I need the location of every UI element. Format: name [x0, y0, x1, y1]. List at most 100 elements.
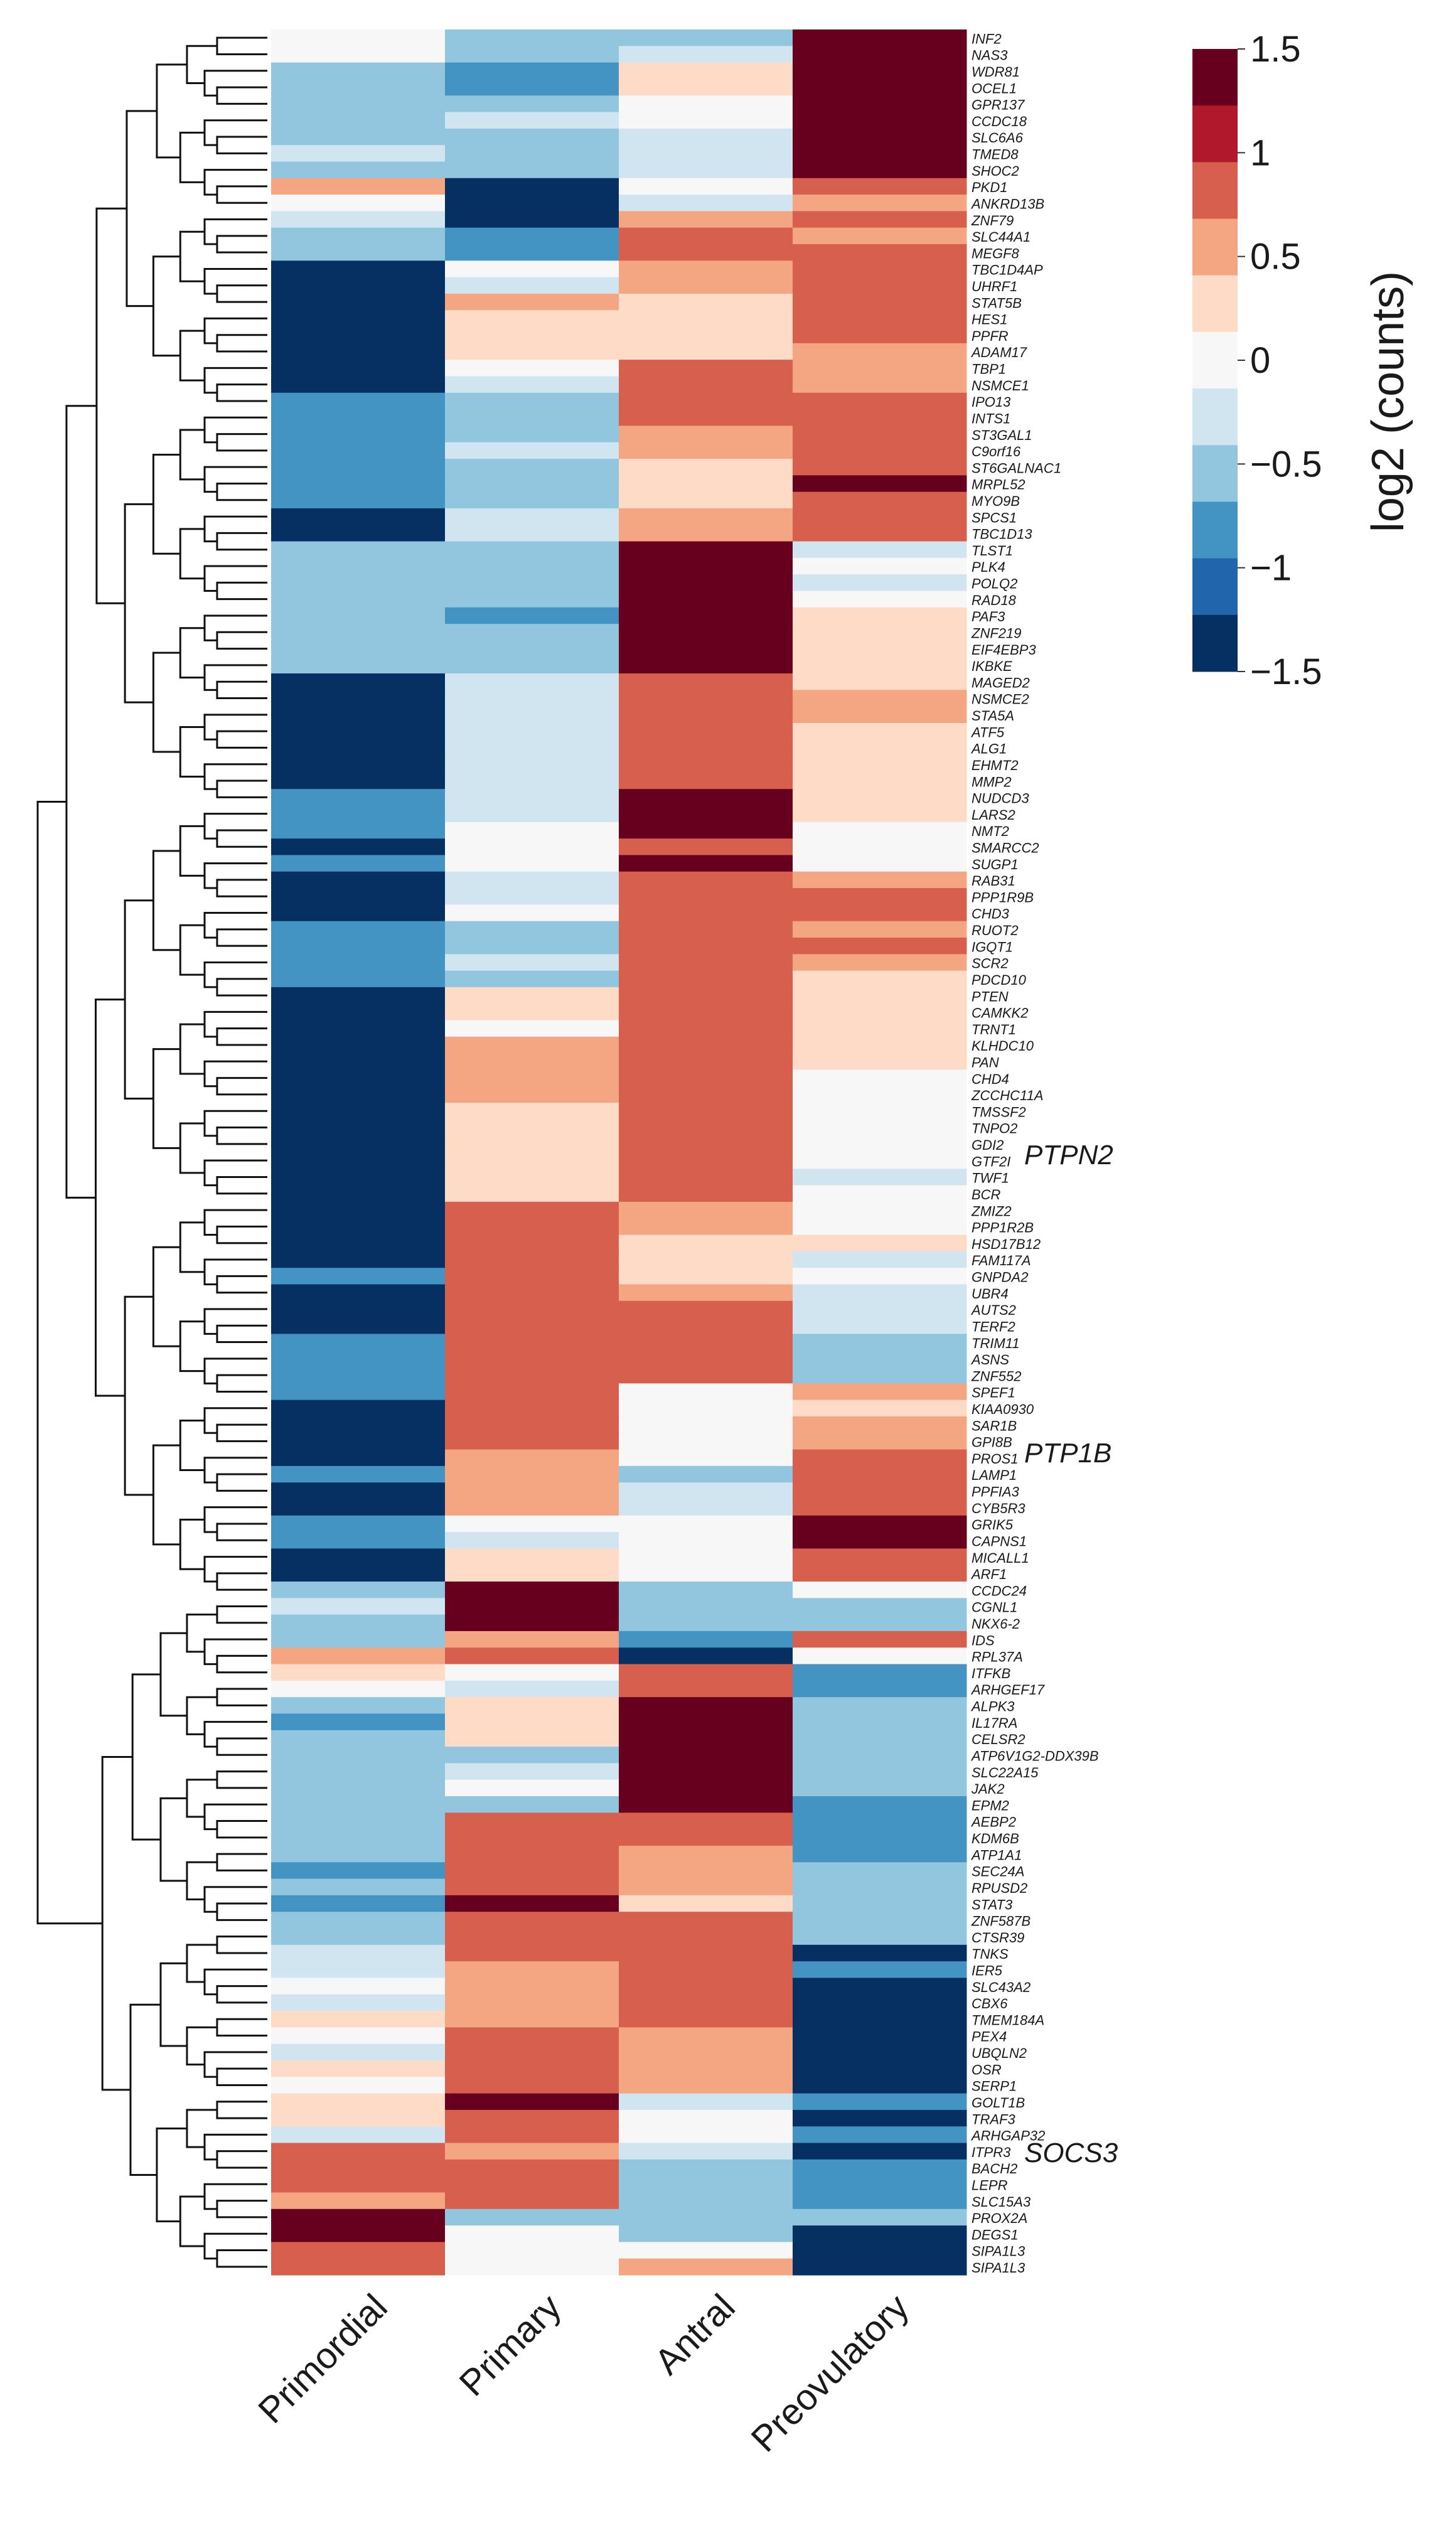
heatmap-cell — [445, 1383, 619, 1401]
dendrogram-branch — [179, 1420, 205, 1471]
heatmap-cell — [793, 1630, 967, 1648]
gene-label: MYO9B — [972, 493, 1020, 509]
dendrogram-branch — [216, 185, 267, 204]
legend-swatch — [1192, 558, 1238, 616]
gene-label: ASNS — [970, 1352, 1009, 1368]
dendrogram-branch — [203, 565, 267, 592]
heatmap-cell — [793, 161, 967, 179]
heatmap-cell — [619, 1862, 793, 1880]
dendrogram-branch — [203, 1803, 267, 1831]
legend-title: log2 (counts) — [1363, 271, 1413, 532]
heatmap-cell — [793, 1796, 967, 1813]
heatmap-cell — [271, 260, 446, 278]
dendrogram-branch — [216, 1985, 267, 2004]
dendrogram-branch — [216, 1275, 267, 1294]
heatmap-cell — [793, 2258, 967, 2276]
heatmap-cell — [445, 1862, 619, 1880]
heatmap-cell — [445, 1713, 619, 1731]
heatmap-cell — [619, 1350, 793, 1368]
heatmap-cell — [793, 1548, 967, 1566]
heatmap-cell — [271, 1317, 446, 1334]
heatmap-cell — [793, 46, 967, 63]
heatmap-cell — [619, 244, 793, 261]
heatmap-cell — [793, 1383, 967, 1401]
heatmap-cell — [619, 1961, 793, 1979]
heatmap-cell — [271, 789, 446, 806]
dendrogram-branch — [203, 2051, 267, 2078]
gene-label: RAD18 — [972, 592, 1017, 608]
heatmap-cell — [619, 541, 793, 559]
heatmap-cell — [793, 2027, 967, 2045]
heatmap-cell — [619, 1367, 793, 1384]
column-label: Antral — [647, 2286, 743, 2382]
heatmap-cell — [793, 1614, 967, 1632]
gene-label: SUGP1 — [972, 857, 1019, 872]
heatmap-cell — [619, 1152, 793, 1169]
dendrogram-branch — [216, 1324, 267, 1344]
dendrogram-branch — [203, 862, 267, 889]
gene-label: PROX2A — [972, 2210, 1027, 2226]
heatmap-cell — [271, 855, 446, 872]
heatmap-cell — [445, 789, 619, 806]
heatmap-cell — [445, 326, 619, 344]
heatmap-cell — [793, 1747, 967, 1764]
dendrogram-branch — [203, 267, 267, 295]
heatmap-cell — [271, 475, 446, 493]
heatmap-cell — [271, 409, 446, 427]
heatmap-cell — [445, 29, 619, 46]
gene-label: C9orf16 — [972, 444, 1021, 459]
heatmap-cell — [793, 1565, 967, 1582]
heatmap-cell — [445, 46, 619, 63]
heatmap-cell — [619, 673, 793, 690]
heatmap-cell — [271, 591, 446, 608]
gene-label: NSMCE2 — [972, 692, 1029, 707]
column-labels: Primordial Primary Antral Preovulatory — [250, 2286, 917, 2460]
gene-label: JAK2 — [971, 1781, 1005, 1797]
heatmap-cell — [445, 805, 619, 823]
heatmap-cell — [619, 1020, 793, 1037]
dendrogram-branch — [216, 1077, 267, 1096]
heatmap-cell — [793, 789, 967, 806]
dendrogram-branch — [101, 1756, 133, 2091]
heatmap-cell — [619, 459, 793, 476]
dendrogram-branch — [179, 627, 205, 679]
heatmap-cell — [619, 1185, 793, 1202]
heatmap-cell — [271, 871, 446, 889]
gene-label: TBC1D4AP — [972, 262, 1043, 278]
heatmap-cell — [793, 326, 967, 344]
heatmap-cell — [619, 343, 793, 360]
heatmap-cell — [271, 293, 446, 311]
heatmap-cell — [445, 1218, 619, 1236]
heatmap-cell — [793, 195, 967, 211]
gene-label: GPR137 — [972, 97, 1025, 113]
heatmap-cell — [271, 525, 446, 542]
dendrogram-branch — [203, 2133, 267, 2161]
heatmap-cell — [445, 2159, 619, 2176]
gene-label: TNPO2 — [972, 1121, 1017, 1137]
gene-label: PPP1R2B — [972, 1220, 1034, 1236]
heatmap-cell — [793, 1664, 967, 1681]
heatmap-cell — [445, 1350, 619, 1368]
heatmap-cell — [271, 2126, 446, 2144]
dendrogram-branch — [216, 1423, 267, 1442]
gene-label: ZNF552 — [971, 1368, 1021, 1384]
heatmap-cell — [445, 112, 619, 129]
gene-label: AEBP2 — [970, 1814, 1016, 1830]
dendrogram-branch — [203, 218, 267, 245]
legend-swatch — [1192, 49, 1238, 106]
gene-label: CBX6 — [972, 1996, 1008, 2011]
heatmap-cell — [619, 277, 793, 294]
gene-label: PDCD10 — [972, 972, 1027, 988]
heatmap-cell — [271, 1978, 446, 1995]
heatmap-cell — [619, 326, 793, 344]
heatmap-cell — [445, 1961, 619, 1979]
heatmap-cell — [793, 1350, 967, 1368]
heatmap-cell — [445, 1400, 619, 1417]
gene-label: ATP1A1 — [970, 1847, 1022, 1863]
heatmap-cell — [619, 904, 793, 922]
heatmap-cell — [445, 376, 619, 393]
heatmap-cell — [619, 690, 793, 707]
heatmap-cell — [619, 1135, 793, 1153]
heatmap-cell — [271, 277, 446, 294]
heatmap-cell — [619, 1416, 793, 1433]
